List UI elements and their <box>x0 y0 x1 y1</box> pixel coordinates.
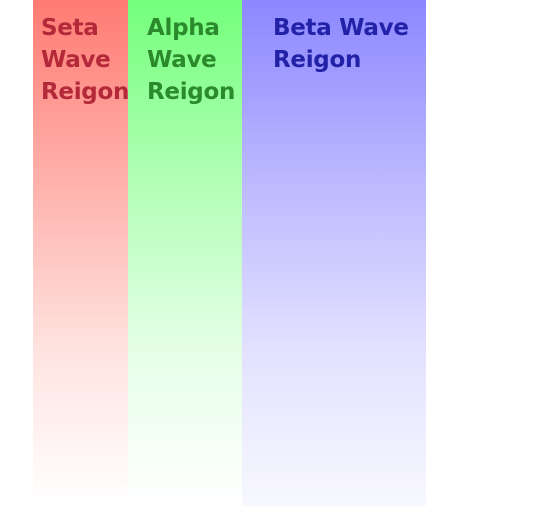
beta-wave-region-label: Beta Wave Reigon <box>273 15 409 73</box>
alpha-wave-region-label: Alpha Wave Reigon <box>147 15 236 105</box>
alpha-wave-region: Alpha Wave Reigon <box>128 0 242 506</box>
beta-wave-region: Beta Wave Reigon <box>242 0 426 506</box>
seta-wave-region-label: Seta Wave Reigon <box>41 15 130 105</box>
seta-wave-region: Seta Wave Reigon <box>33 0 130 506</box>
